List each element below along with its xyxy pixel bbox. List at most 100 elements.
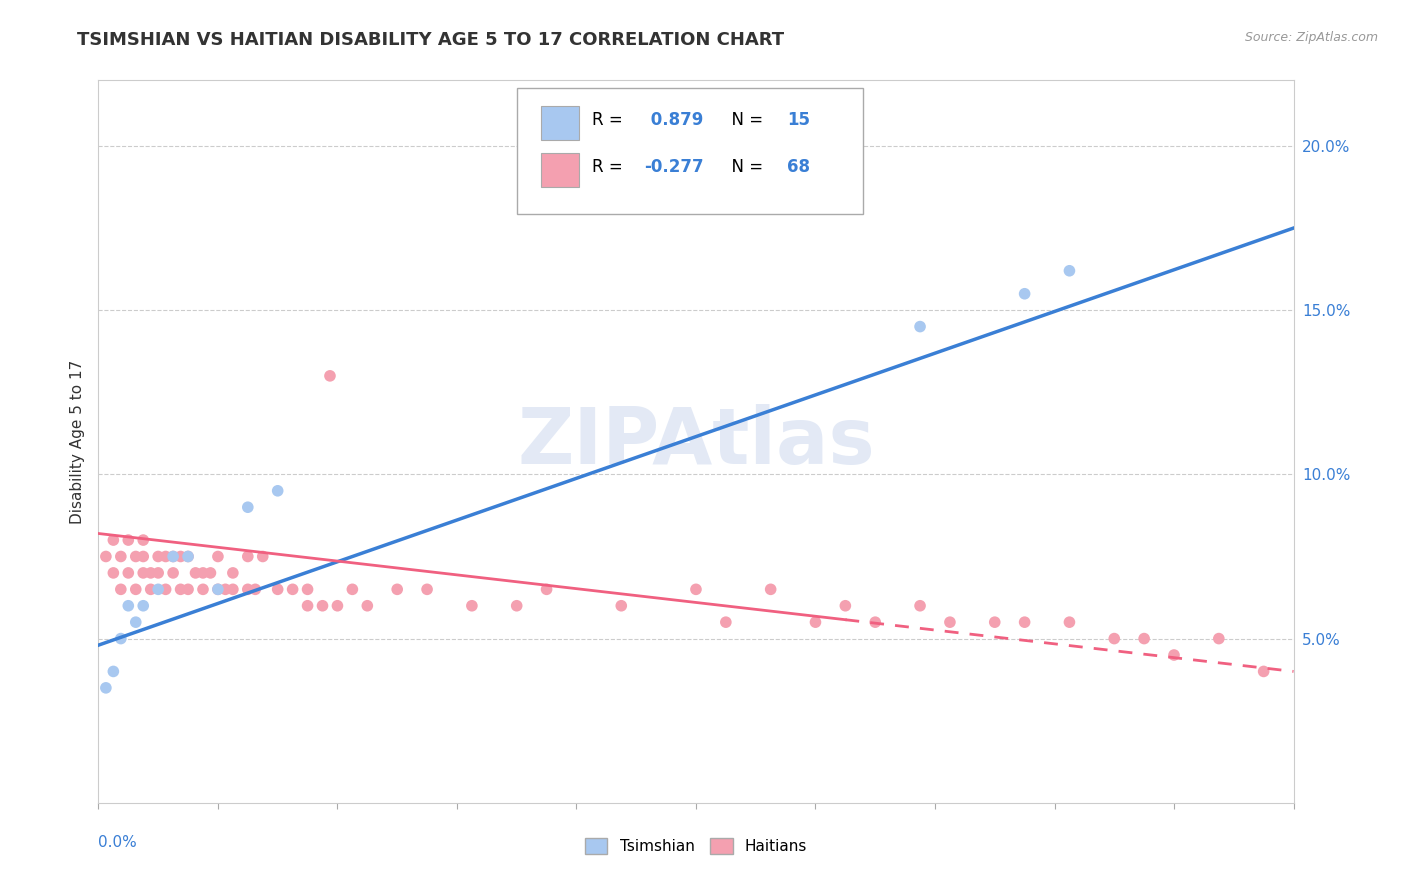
Point	[267, 483, 290, 498]
Text: N =: N =	[721, 111, 769, 129]
Point	[506, 599, 529, 613]
Point	[222, 582, 245, 597]
Point	[162, 549, 184, 564]
Point	[245, 582, 267, 597]
Point	[148, 582, 170, 597]
Point	[207, 582, 229, 597]
Point	[139, 566, 162, 580]
Point	[103, 533, 125, 547]
Point	[184, 566, 207, 580]
Point	[759, 582, 782, 597]
Legend: Tsimshian, Haitians: Tsimshian, Haitians	[578, 832, 814, 860]
Point	[1104, 632, 1126, 646]
Point	[200, 566, 222, 580]
Point	[984, 615, 1007, 630]
Point	[207, 549, 229, 564]
Point	[169, 549, 191, 564]
Text: 0.879: 0.879	[644, 111, 703, 129]
Point	[1014, 286, 1036, 301]
Point	[685, 582, 707, 597]
Text: 68: 68	[787, 158, 810, 176]
Point	[1253, 665, 1275, 679]
Point	[236, 500, 259, 515]
FancyBboxPatch shape	[517, 87, 863, 214]
Point	[267, 582, 290, 597]
Text: 15: 15	[787, 111, 810, 129]
Text: R =: R =	[592, 111, 628, 129]
Point	[177, 549, 200, 564]
Point	[326, 599, 349, 613]
Point	[177, 582, 200, 597]
Point	[1059, 615, 1081, 630]
FancyBboxPatch shape	[541, 106, 579, 140]
Y-axis label: Disability Age 5 to 17: Disability Age 5 to 17	[69, 359, 84, 524]
Point	[385, 582, 409, 597]
Point	[125, 582, 148, 597]
Point	[1133, 632, 1156, 646]
Point	[139, 582, 162, 597]
Point	[297, 599, 319, 613]
Point	[939, 615, 962, 630]
Point	[117, 566, 139, 580]
Point	[908, 319, 931, 334]
Point	[865, 615, 887, 630]
FancyBboxPatch shape	[541, 153, 579, 186]
Point	[834, 599, 856, 613]
Point	[1014, 615, 1036, 630]
Point	[117, 533, 139, 547]
Point	[461, 599, 484, 613]
Text: -0.277: -0.277	[644, 158, 704, 176]
Point	[148, 549, 170, 564]
Point	[162, 549, 184, 564]
Point	[132, 566, 155, 580]
Point	[804, 615, 827, 630]
Point	[714, 615, 737, 630]
Point	[319, 368, 342, 383]
Point	[117, 599, 139, 613]
Text: N =: N =	[721, 158, 769, 176]
Text: R =: R =	[592, 158, 628, 176]
Point	[207, 582, 229, 597]
Text: TSIMSHIAN VS HAITIAN DISABILITY AGE 5 TO 17 CORRELATION CHART: TSIMSHIAN VS HAITIAN DISABILITY AGE 5 TO…	[77, 31, 785, 49]
Point	[94, 549, 117, 564]
Point	[103, 566, 125, 580]
Point	[252, 549, 274, 564]
Point	[908, 599, 931, 613]
Point	[132, 533, 155, 547]
Point	[125, 549, 148, 564]
Text: Source: ZipAtlas.com: Source: ZipAtlas.com	[1244, 31, 1378, 45]
Text: 0.0%: 0.0%	[98, 835, 138, 850]
Point	[1163, 648, 1185, 662]
Point	[155, 549, 177, 564]
Point	[416, 582, 439, 597]
Point	[169, 582, 191, 597]
Point	[177, 549, 200, 564]
Point	[311, 599, 333, 613]
Point	[110, 582, 132, 597]
Point	[214, 582, 236, 597]
Point	[281, 582, 304, 597]
Point	[125, 615, 148, 630]
Point	[1208, 632, 1230, 646]
Point	[356, 599, 378, 613]
Point	[155, 582, 177, 597]
Point	[148, 566, 170, 580]
Point	[610, 599, 633, 613]
Point	[132, 599, 155, 613]
Point	[110, 632, 132, 646]
Point	[1059, 264, 1081, 278]
Point	[191, 566, 214, 580]
Point	[236, 549, 259, 564]
Point	[236, 582, 259, 597]
Point	[536, 582, 558, 597]
Point	[222, 566, 245, 580]
Point	[162, 566, 184, 580]
Point	[342, 582, 364, 597]
Point	[132, 549, 155, 564]
Point	[110, 549, 132, 564]
Point	[191, 582, 214, 597]
Point	[103, 665, 125, 679]
Point	[297, 582, 319, 597]
Text: ZIPAtlas: ZIPAtlas	[517, 403, 875, 480]
Point	[94, 681, 117, 695]
